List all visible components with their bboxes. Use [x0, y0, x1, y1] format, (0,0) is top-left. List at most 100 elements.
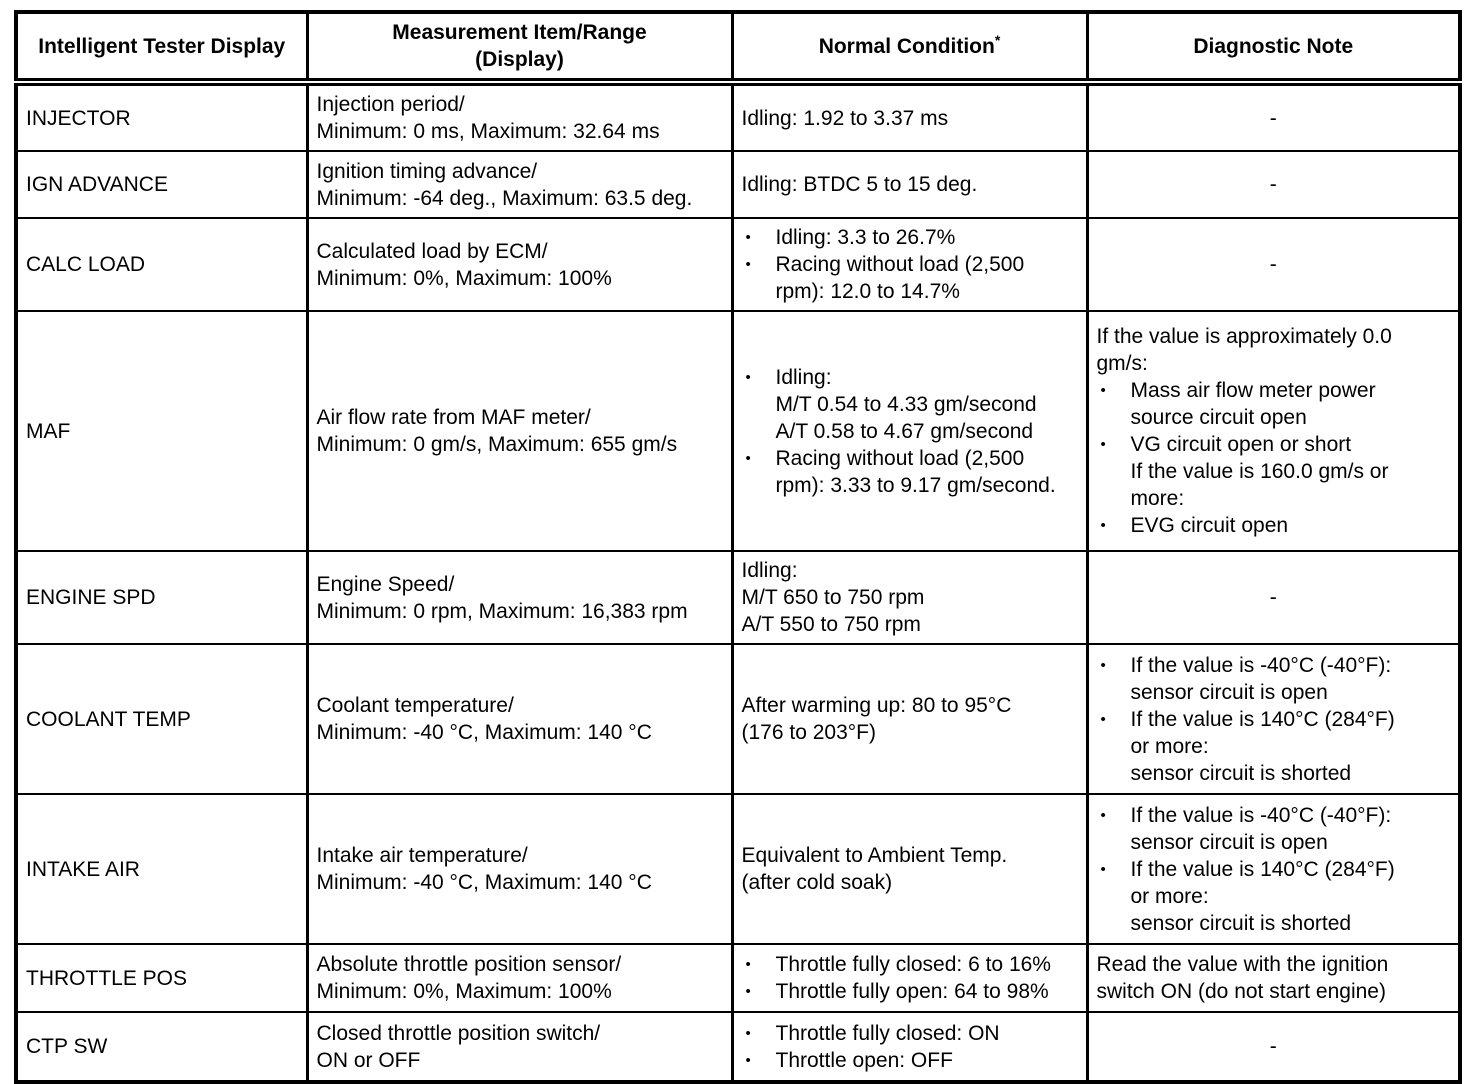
- cell-diagnostic-note-dash: -: [1085, 81, 1462, 152]
- line-group: Calculated load by ECM/Minimum: 0%, Maxi…: [317, 238, 723, 292]
- line-group: Intake air temperature/Minimum: -40 °C, …: [317, 842, 723, 896]
- cell-text: Idling: 1.92 to 3.37 ms: [741, 106, 949, 130]
- cell-measurement: Injection period/Minimum: 0 ms, Maximum:…: [305, 81, 734, 152]
- cell-diagnostic-note-dash: -: [1085, 550, 1462, 645]
- cell-text: Absolute throttle position sensor/Minimu…: [316, 953, 622, 1003]
- cell-text: Engine Speed/Minimum: 0 rpm, Maximum: 16…: [316, 572, 688, 623]
- line-group: Injection period/Minimum: 0 ms, Maximum:…: [317, 91, 723, 145]
- line-group: Idling: 1.92 to 3.37 ms: [742, 105, 1078, 132]
- cell-tester-display: IGN ADVANCE: [14, 150, 309, 219]
- bullet-icon: •: [745, 1051, 751, 1069]
- bullet-icon: •: [745, 1024, 751, 1042]
- cell-text: If the value is -40°C (-40°F): sensor cir…: [1130, 803, 1392, 854]
- cell-text: CALC LOAD: [26, 253, 146, 276]
- line-group: ENGINE SPD: [26, 584, 298, 611]
- line-group: Ignition timing advance/Minimum: -64 deg…: [317, 158, 723, 212]
- bulleted-line-group: • Idling: 3.3 to 26.7%: [742, 224, 1078, 251]
- cell-tester-display: CALC LOAD: [14, 217, 309, 312]
- cell-text: Air flow rate from MAF meter/Minimum: 0 …: [316, 406, 678, 456]
- cell-diagnostic-note-dash: -: [1085, 217, 1462, 312]
- bulleted-line-group: • Throttle fully open: 64 to 98%: [742, 978, 1078, 1005]
- bulleted-line-group: • Mass air flow meter power source circuit…: [1097, 377, 1451, 431]
- cell-text: EVG circuit open: [1130, 514, 1289, 537]
- cell-text: COOLANT TEMP: [26, 707, 191, 731]
- cell-normal-condition: Idling: BTDC 5 to 15 deg.: [730, 150, 1089, 219]
- table-row: INTAKE AIR Intake air temperature/Minimum…: [14, 793, 1462, 945]
- table-body: INJECTOR Injection period/Minimum: 0 ms, …: [14, 81, 1462, 1083]
- cell-text: If the value is 140°C (284°F) or more: sen…: [1130, 857, 1395, 935]
- column-header-tester-display: Intelligent Tester Display: [14, 11, 309, 86]
- bullet-icon: •: [1100, 382, 1106, 399]
- cell-text: THROTTLE POS: [26, 966, 188, 990]
- bullet-icon: •: [1100, 436, 1106, 453]
- cell-diagnostic-note: Read the value with the ignition switch O…: [1085, 943, 1462, 1013]
- line-group: After warming up: 80 to 95°C (176 to 203°…: [742, 692, 1078, 746]
- header-row: Intelligent Tester Display Measurement I…: [14, 11, 1462, 86]
- bullet-icon: •: [745, 983, 751, 1000]
- cell-text: Idling: M/T 0.54 to 4.33 gm/second A/T 0.5…: [775, 365, 1037, 443]
- tester-data-table: Intelligent Tester Display Measurement I…: [14, 10, 1462, 1084]
- cell-text: Throttle fully closed: 6 to 16%: [775, 953, 1051, 976]
- bullet-icon: •: [1100, 860, 1106, 878]
- cell-text: CTP SW: [26, 1035, 108, 1058]
- cell-normal-condition: • Throttle fully closed: ON • Throttle open…: [730, 1011, 1089, 1083]
- cell-text: VG circuit open or short If the value is …: [1130, 433, 1389, 510]
- cell-normal-condition: After warming up: 80 to 95°C (176 to 203°…: [730, 643, 1089, 795]
- line-group: Read the value with the ignition switch O…: [1097, 951, 1451, 1005]
- bullet-icon: •: [745, 956, 751, 973]
- bulleted-line-group: • Racing without load (2,500 rpm): 3.33 to…: [742, 445, 1078, 499]
- cell-text: Calculated load by ECM/Minimum: 0%, Maxi…: [316, 239, 612, 290]
- column-header-normal-condition-label: Normal Condition: [818, 34, 995, 58]
- bulleted-line-group: • If the value is 140°C (284°F) or more: se…: [1097, 706, 1451, 787]
- cell-measurement: Engine Speed/Minimum: 0 rpm, Maximum: 16…: [305, 550, 734, 645]
- cell-text: Closed throttle position switch/ON or OF…: [316, 1021, 601, 1072]
- cell-normal-condition: Idling: 1.92 to 3.37 ms: [730, 81, 1089, 152]
- line-group: INJECTOR: [26, 105, 298, 132]
- line-group: If the value is approximately 0.0 gm/s:: [1097, 323, 1451, 377]
- cell-text: If the value is approximately 0.0 gm/s:: [1096, 325, 1392, 375]
- cell-text: ENGINE SPD: [26, 586, 156, 609]
- column-header-measurement-line2: (Display): [475, 48, 564, 71]
- cell-text: After warming up: 80 to 95°C (176 to 203°…: [741, 694, 1012, 744]
- cell-text: IGN ADVANCE: [26, 173, 168, 196]
- cell-text: INTAKE AIR: [26, 857, 140, 881]
- bulleted-line-group: • EVG circuit open: [1097, 512, 1451, 539]
- cell-text: Idling: BTDC 5 to 15 deg.: [741, 173, 978, 196]
- cell-measurement: Ignition timing advance/Minimum: -64 deg…: [305, 150, 734, 219]
- column-header-tester-display-label: Intelligent Tester Display: [38, 34, 286, 58]
- bulleted-line-group: • Throttle fully closed: ON: [742, 1020, 1078, 1047]
- table-row: THROTTLE POS Absolute throttle position s…: [14, 943, 1462, 1013]
- table-row: INJECTOR Injection period/Minimum: 0 ms, …: [14, 81, 1462, 152]
- table-row: CTP SW Closed throttle position switch/ON…: [14, 1011, 1462, 1083]
- cell-text: Racing without load (2,500 rpm): 12.0 to …: [775, 253, 1025, 303]
- line-group: COOLANT TEMP: [26, 706, 298, 733]
- bullet-icon: •: [745, 449, 751, 467]
- table-row: ENGINE SPD Engine Speed/Minimum: 0 rpm, M…: [14, 550, 1462, 645]
- cell-diagnostic-note: If the value is approximately 0.0 gm/s: • M…: [1085, 310, 1462, 552]
- line-group: Idling: BTDC 5 to 15 deg.: [742, 171, 1078, 198]
- cell-text: Throttle open: OFF: [775, 1048, 953, 1072]
- bulleted-line-group: • Racing without load (2,500 rpm): 12.0 to…: [742, 251, 1078, 305]
- cell-normal-condition: Equivalent to Ambient Temp. (after cold s…: [730, 793, 1089, 945]
- line-group: Air flow rate from MAF meter/Minimum: 0 …: [317, 404, 723, 458]
- column-header-diagnostic-note: Diagnostic Note: [1085, 11, 1462, 86]
- cell-normal-condition: • Throttle fully closed: 6 to 16% • Throttl…: [730, 943, 1089, 1013]
- line-group: Equivalent to Ambient Temp. (after cold s…: [742, 842, 1078, 896]
- normal-condition-footnote-marker: *: [994, 31, 1001, 48]
- line-group: Coolant temperature/Minimum: -40 °C, Max…: [317, 692, 723, 746]
- line-group: Idling: M/T 650 to 750 rpm A/T 550 to 750 …: [742, 557, 1078, 638]
- cell-measurement: Closed throttle position switch/ON or OF…: [305, 1011, 734, 1083]
- cell-tester-display: INJECTOR: [14, 81, 309, 152]
- cell-diagnostic-note: • If the value is -40°C (-40°F): sensor ci…: [1085, 793, 1462, 945]
- cell-text: Throttle fully closed: ON: [775, 1021, 1000, 1045]
- line-group: INTAKE AIR: [26, 856, 298, 883]
- table-row: COOLANT TEMP Coolant temperature/Minimum:…: [14, 643, 1462, 795]
- cell-text: Equivalent to Ambient Temp. (after cold s…: [741, 844, 1008, 894]
- bulleted-line-group: • If the value is -40°C (-40°F): sensor ci…: [1097, 652, 1451, 706]
- cell-measurement: Intake air temperature/Minimum: -40 °C, …: [305, 793, 734, 945]
- cell-diagnostic-note-dash: -: [1085, 150, 1462, 219]
- cell-normal-condition: • Idling: M/T 0.54 to 4.33 gm/second A/T 0.…: [730, 310, 1089, 552]
- table-header: Intelligent Tester Display Measurement I…: [14, 11, 1462, 86]
- cell-diagnostic-note: • If the value is -40°C (-40°F): sensor ci…: [1085, 643, 1462, 795]
- bulleted-line-group: • Throttle open: OFF: [742, 1047, 1078, 1074]
